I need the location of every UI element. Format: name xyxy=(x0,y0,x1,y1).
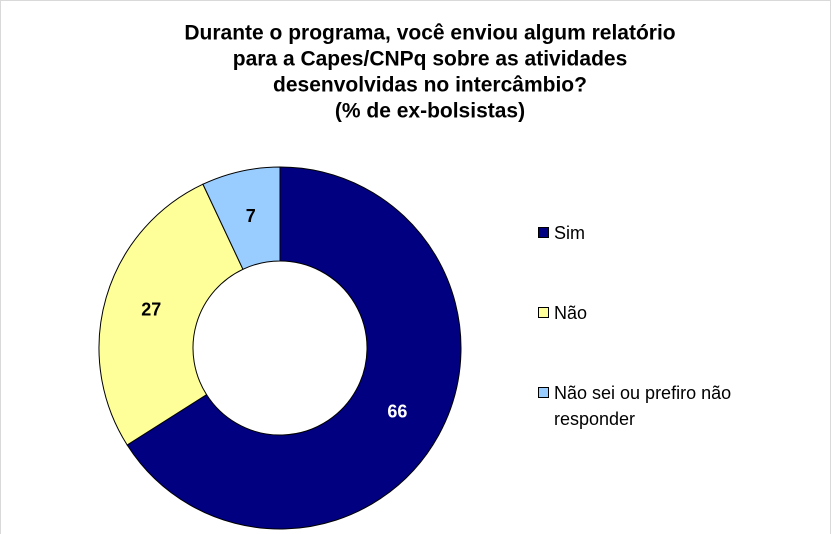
chart-title: (% de ex-bolsistas) xyxy=(335,100,525,123)
legend-swatch xyxy=(538,227,549,238)
donut-segment xyxy=(126,166,462,530)
legend-label: Não sei ou prefiro não responder xyxy=(554,383,732,429)
chart-title: para a Capes/CNPq sobre as atividades xyxy=(233,48,628,71)
chart-title: Durante o programa, você enviou algum re… xyxy=(184,22,675,45)
legend-swatch xyxy=(538,307,549,318)
data-label: 27 xyxy=(141,299,161,319)
data-label: 66 xyxy=(387,401,407,421)
donut-segment xyxy=(98,183,244,446)
legend-swatch xyxy=(538,387,549,398)
legend-item: Sim xyxy=(538,220,754,246)
legend-label: Sim xyxy=(554,223,585,243)
legend-item: Não sei ou prefiro não responder xyxy=(538,380,754,432)
legend-item: Não xyxy=(538,300,754,326)
donut-segment xyxy=(202,166,281,270)
chart-title: desenvolvidas no intercâmbio? xyxy=(273,74,587,97)
data-label: 7 xyxy=(246,206,256,226)
legend-label: Não xyxy=(554,303,588,323)
